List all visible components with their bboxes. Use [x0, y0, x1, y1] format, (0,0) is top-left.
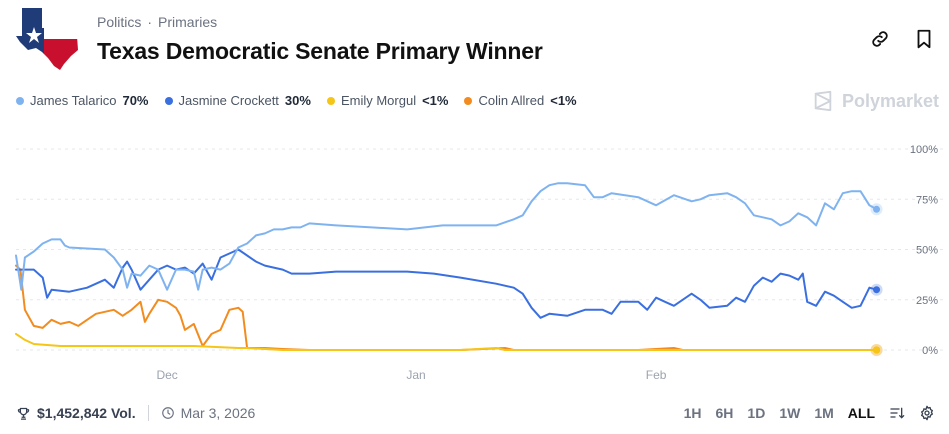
series-line-james-talarico: [15, 182, 878, 291]
legend-name: Jasmine Crockett: [178, 93, 279, 108]
y-axis-labels: 100% 75% 50% 25% 0%: [910, 144, 938, 357]
legend-item-morgul[interactable]: Emily Morgul <1%: [326, 93, 449, 108]
legend-pct: 70%: [122, 93, 149, 108]
y-tick-label: 100%: [910, 144, 938, 156]
page-title: Texas Democratic Senate Primary Winner: [97, 38, 543, 64]
breadcrumb-politics[interactable]: Politics: [97, 14, 142, 30]
y-tick-label: 50%: [916, 245, 938, 257]
legend-name: James Talarico: [30, 93, 117, 108]
y-tick-label: 75%: [916, 194, 938, 206]
y-tick-label: 25%: [916, 295, 938, 307]
chart-grid: [16, 148, 945, 351]
legend-item-talarico[interactable]: James Talarico 70%: [16, 93, 149, 108]
polymarket-logo-icon: [814, 90, 832, 112]
trophy-icon: [17, 407, 30, 420]
bookmark-icon[interactable]: [913, 28, 935, 50]
series-line-colin-allred: [15, 264, 878, 351]
endpoint-dot-jasmine-crockett: [873, 286, 881, 294]
y-tick-label: 0%: [922, 345, 938, 357]
x-axis-labels: Dec Jan Feb: [156, 368, 666, 382]
legend-pct: <1%: [550, 93, 577, 108]
time-range-selector: 1H 6H 1D 1W 1M ALL: [684, 405, 935, 421]
chart-legend: James Talarico 70% Jasmine Crockett 30% …: [16, 93, 577, 108]
chart-series: [15, 182, 883, 356]
end-date: Mar 3, 2026: [161, 405, 256, 421]
legend-item-crockett[interactable]: Jasmine Crockett 30%: [164, 93, 311, 108]
legend-name: Emily Morgul: [340, 93, 417, 108]
breadcrumb: Politics · Primaries: [97, 14, 217, 30]
legend-dot: [464, 96, 473, 105]
legend-item-allred[interactable]: Colin Allred <1%: [464, 93, 577, 108]
breadcrumb-primaries[interactable]: Primaries: [158, 14, 218, 30]
range-1h[interactable]: 1H: [683, 405, 702, 421]
endpoint-dot-emily-morgul: [873, 346, 881, 354]
x-tick-label: Dec: [156, 368, 177, 382]
texas-flag-icon: [16, 8, 78, 70]
breadcrumb-separator: ·: [147, 14, 153, 30]
clock-icon: [161, 407, 174, 419]
end-date-text: Mar 3, 2026: [180, 405, 256, 421]
polymarket-watermark: Polymarket: [812, 90, 939, 112]
sort-icon[interactable]: [889, 405, 905, 421]
range-1m[interactable]: 1M: [814, 405, 834, 421]
legend-name: Colin Allred: [478, 93, 545, 108]
volume: $1,452,842 Vol.: [16, 405, 136, 421]
legend-dot: [326, 96, 335, 105]
series-line-emily-morgul: [15, 332, 878, 351]
price-history-chart[interactable]: 100% 75% 50% 25% 0% Dec Jan Feb: [0, 130, 949, 390]
legend-dot: [164, 96, 173, 105]
series-line-jasmine-crockett: [15, 248, 878, 319]
chart-footer: $1,452,842 Vol. Mar 3, 2026 1H 6H 1D 1W …: [16, 405, 935, 421]
endpoint-dot-james-talarico: [873, 205, 881, 213]
range-6h[interactable]: 6H: [715, 405, 734, 421]
x-tick-label: Feb: [646, 368, 667, 382]
legend-dot: [16, 96, 24, 105]
footer-divider: [147, 405, 149, 421]
range-1w[interactable]: 1W: [779, 405, 801, 421]
volume-text: $1,452,842 Vol.: [37, 405, 136, 421]
legend-pct: 30%: [284, 93, 311, 108]
gear-icon[interactable]: [919, 405, 935, 421]
x-tick-label: Jan: [406, 368, 425, 382]
range-all[interactable]: ALL: [847, 405, 875, 421]
top-actions: [869, 28, 935, 50]
legend-pct: <1%: [422, 93, 449, 108]
range-1d[interactable]: 1D: [747, 405, 766, 421]
link-icon[interactable]: [869, 28, 891, 50]
watermark-text: Polymarket: [841, 90, 939, 111]
